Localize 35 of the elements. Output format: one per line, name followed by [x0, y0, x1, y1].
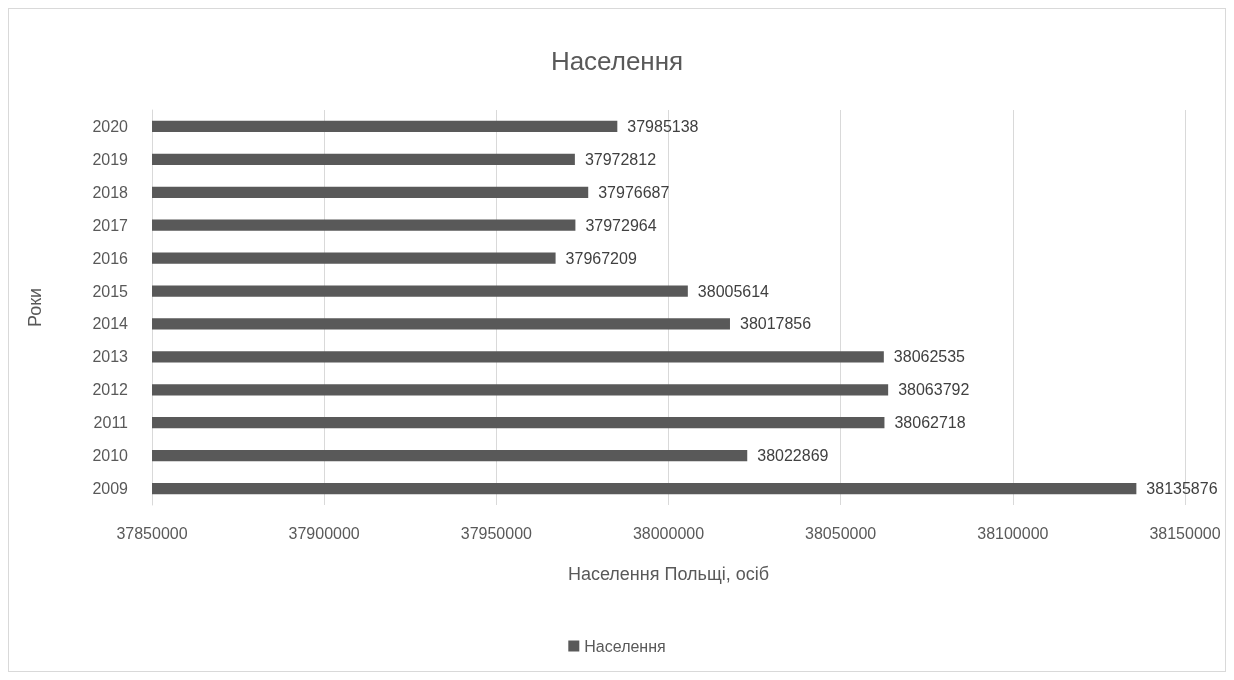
chart-title: Населення	[550, 46, 684, 76]
x-tick-label: 37850000	[116, 524, 188, 542]
y-tick-label: 2019	[92, 150, 129, 168]
data-label: 38135876	[1146, 480, 1218, 498]
data-label: 38062535	[893, 348, 966, 366]
data-label: 37967209	[565, 249, 637, 267]
data-label: 37985138	[627, 117, 699, 135]
data-label: 38017856	[739, 315, 812, 333]
y-axis-title: Роки	[25, 287, 45, 328]
x-tick-label: 38150000	[1149, 524, 1221, 542]
data-label: 38063792	[898, 381, 970, 399]
y-tick-label: 2020	[92, 117, 129, 135]
y-tick-label: 2012	[92, 381, 129, 399]
y-tick-label: 2015	[92, 282, 129, 300]
y-tick-label: 2010	[92, 447, 129, 465]
data-label: 37976687	[598, 183, 670, 201]
data-label: 38062718	[894, 414, 966, 432]
y-tick-label: 2018	[92, 183, 129, 201]
x-tick-label: 38000000	[632, 524, 705, 542]
x-tick-label: 37950000	[460, 524, 533, 542]
data-label: 37972964	[585, 216, 657, 234]
y-tick-label: 2009	[92, 480, 129, 498]
y-tick-label: 2011	[93, 414, 129, 432]
x-axis-title: Населення Польщі, осіб	[567, 564, 770, 584]
x-tick-label: 37900000	[288, 524, 360, 542]
y-tick-label: 2016	[92, 249, 129, 267]
data-label: 37972812	[584, 150, 657, 168]
legend-label: Населення	[584, 637, 666, 655]
y-tick-label: 2017	[92, 216, 129, 234]
x-tick-label: 38050000	[805, 524, 877, 542]
x-tick-label: 38100000	[977, 524, 1049, 542]
y-tick-label: 2013	[92, 348, 129, 366]
data-label: 38022869	[757, 447, 829, 465]
y-tick-label: 2014	[92, 315, 129, 333]
data-label: 38005614	[697, 282, 770, 300]
